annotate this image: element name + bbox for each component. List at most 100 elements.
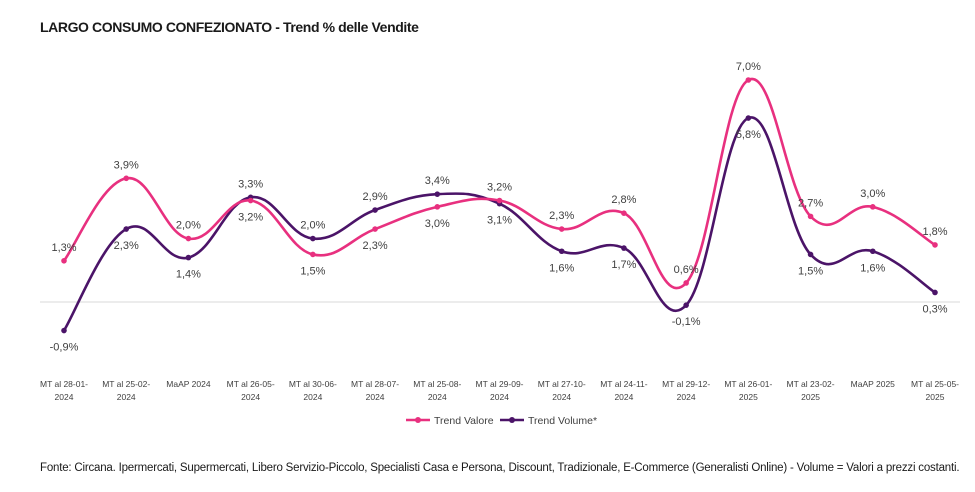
x-tick-label: MT al 29-12- — [662, 379, 710, 389]
x-tick-label: MT al 28-07- — [351, 379, 399, 389]
x-tick-label: MT al 26-01- — [724, 379, 772, 389]
x-tick-label: MT al 23-02- — [787, 379, 835, 389]
x-tick-label: 2024 — [303, 392, 322, 402]
point-trend-volume — [869, 248, 876, 255]
data-label-trend-volume: 1,6% — [549, 262, 574, 274]
point-trend-valore — [61, 257, 67, 264]
x-tick-label: MT al 25-02- — [102, 379, 150, 389]
data-label-trend-valore: 3,2% — [238, 212, 263, 224]
data-label-trend-valore: 3,2% — [487, 182, 512, 194]
point-trend-valore — [185, 235, 192, 242]
series-points — [61, 77, 938, 334]
x-tick-label: MT al 25-05- — [911, 379, 959, 389]
data-label-trend-valore: 1,5% — [300, 265, 325, 277]
series-line-trend-volume — [62, 116, 937, 332]
point-trend-volume — [932, 289, 938, 296]
x-tick-label: 2025 — [801, 392, 820, 402]
point-trend-volume — [683, 302, 689, 308]
x-tick-label: 2024 — [490, 392, 509, 402]
point-trend-valore — [372, 226, 378, 232]
point-trend-valore — [496, 197, 503, 204]
legend-marker — [509, 417, 515, 423]
point-trend-volume — [185, 254, 192, 261]
chart-title: LARGO CONSUMO CONFEZIONATO - Trend % del… — [40, 19, 419, 35]
point-trend-valore — [932, 242, 938, 248]
data-label-trend-volume: -0,9% — [50, 342, 79, 354]
point-trend-volume — [434, 191, 441, 197]
point-trend-valore — [123, 175, 130, 182]
point-trend-valore — [807, 213, 814, 220]
legend-label-trend-valore: Trend Valore — [434, 415, 494, 427]
point-trend-valore — [621, 210, 627, 216]
source-footnote: Fonte: Circana. Ipermercati, Supermercat… — [40, 462, 960, 474]
point-trend-volume — [310, 235, 316, 242]
point-trend-valore — [745, 77, 752, 83]
data-label-trend-valore: 3,0% — [860, 188, 885, 200]
x-tick-label: MT al 30-06- — [289, 379, 337, 389]
data-labels: 1,3% -0,9% 3,9% 2,3% 2,0% 1,4% 3,2% 3,3% 1,5% 2,0… — [50, 61, 948, 354]
point-trend-valore — [434, 204, 441, 210]
x-tick-labels: MT al 28-01- 2024 MT al 25-02- 2024 MaAP 202… — [40, 379, 959, 402]
legend-marker — [415, 417, 421, 423]
data-label-trend-valore: 1,3% — [51, 242, 76, 254]
data-label-trend-volume: 3,1% — [487, 215, 512, 227]
legend: Trend Valore Trend Volume* — [406, 415, 597, 427]
series-lines — [62, 77, 937, 332]
x-tick-label: MT al 24-11- — [600, 379, 648, 389]
x-tick-label: MaAP 2025 — [851, 379, 896, 389]
data-label-trend-volume: -0,1% — [672, 316, 701, 328]
point-trend-volume — [372, 207, 378, 213]
x-tick-label: 2024 — [552, 392, 571, 402]
point-trend-volume — [621, 245, 627, 251]
point-trend-valore — [247, 197, 254, 204]
data-label-trend-volume: 5,8% — [736, 129, 761, 141]
x-tick-label: 2025 — [739, 392, 758, 402]
point-trend-valore — [869, 204, 876, 210]
data-label-trend-volume: 1,5% — [798, 265, 823, 277]
point-trend-volume — [807, 251, 814, 258]
data-label-trend-volume: 2,0% — [300, 220, 325, 232]
data-label-trend-volume: 2,9% — [363, 191, 388, 203]
x-tick-label: 2024 — [614, 392, 633, 402]
x-tick-label: 2024 — [117, 392, 136, 402]
point-trend-volume — [745, 115, 752, 121]
x-tick-label: 2024 — [677, 392, 696, 402]
x-tick-label: MT al 27-10- — [538, 379, 586, 389]
point-trend-volume — [123, 226, 130, 232]
data-label-trend-volume: 3,3% — [238, 178, 263, 190]
x-tick-label: 2024 — [428, 392, 447, 402]
point-trend-valore — [310, 251, 316, 258]
x-tick-label: 2024 — [241, 392, 260, 402]
data-label-trend-valore: 7,0% — [736, 61, 761, 73]
point-trend-volume — [558, 248, 565, 255]
point-trend-valore — [683, 280, 689, 286]
x-tick-label: MT al 26-05- — [227, 379, 275, 389]
data-label-trend-valore: 3,9% — [114, 159, 139, 171]
x-tick-label: 2025 — [926, 392, 945, 402]
data-label-trend-valore: 2,7% — [798, 197, 823, 209]
series-line-trend-valore — [62, 77, 937, 290]
x-tick-label: MT al 28-01- — [40, 379, 88, 389]
data-label-trend-valore: 2,8% — [611, 194, 636, 206]
x-tick-label: MT al 29-09- — [475, 379, 523, 389]
data-label-trend-valore: 2,3% — [549, 210, 574, 222]
x-tick-label: MaAP 2024 — [166, 379, 211, 389]
data-label-trend-volume: 0,3% — [922, 303, 947, 315]
data-label-trend-volume: 1,7% — [611, 259, 636, 271]
data-label-trend-volume: 1,6% — [860, 262, 885, 274]
legend-label-trend-volume: Trend Volume* — [528, 415, 597, 427]
point-trend-volume — [61, 327, 67, 334]
point-trend-valore — [558, 226, 565, 232]
x-tick-label: 2024 — [366, 392, 385, 402]
data-label-trend-valore: 2,3% — [363, 240, 388, 252]
data-label-trend-volume: 2,3% — [114, 240, 139, 252]
x-tick-label: 2024 — [55, 392, 74, 402]
data-label-trend-valore: 1,8% — [922, 226, 947, 238]
data-label-trend-valore: 3,0% — [425, 218, 450, 230]
x-tick-label: MT al 25-08- — [413, 379, 461, 389]
data-label-trend-volume: 3,4% — [425, 175, 450, 187]
data-label-trend-volume: 1,4% — [176, 269, 201, 281]
data-label-trend-valore: 0,6% — [674, 264, 699, 276]
data-label-trend-valore: 2,0% — [176, 220, 201, 232]
